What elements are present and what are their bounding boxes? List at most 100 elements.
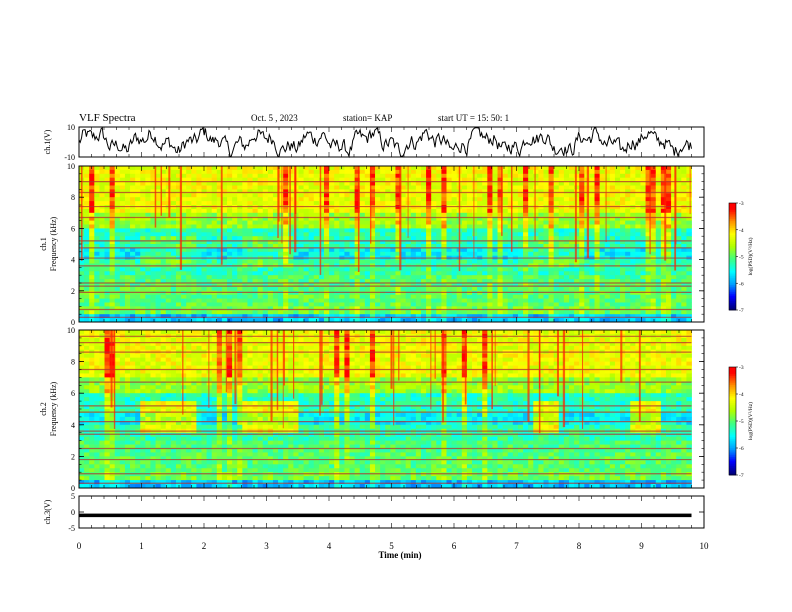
ch1-spectrogram-cell xyxy=(645,318,652,323)
ch1-spectrogram-cell xyxy=(686,216,692,221)
ch1-spectrogram-cell xyxy=(543,318,549,323)
ch1-spectrogram-cell xyxy=(466,224,473,229)
ch1-spectrogram-cell xyxy=(512,294,519,299)
ch1-spectrogram-cell xyxy=(318,173,325,179)
ch1-spectrogram-cell xyxy=(339,271,345,276)
ch1-spectrogram-cell xyxy=(635,177,641,182)
ch1-spectrogram-cell xyxy=(313,197,320,202)
ch1-spectrogram-cell xyxy=(237,259,243,264)
ch1-spectrogram-cell xyxy=(635,283,641,288)
ch1-spectrogram-cell xyxy=(594,197,601,202)
ch1-spectrogram-cell xyxy=(135,294,141,299)
ch1-spectrogram-cell xyxy=(609,247,616,253)
ch1-spectrogram-cell xyxy=(523,228,529,233)
ch1-spectrogram-cell xyxy=(303,275,310,280)
ch1-spectrogram-cell xyxy=(109,302,116,307)
ch1-spectrogram-cell xyxy=(334,279,340,284)
ch1-spectrogram-cell xyxy=(640,177,646,182)
ch1-spectrogram-cell xyxy=(170,251,177,257)
ch1-spectrogram-cell xyxy=(298,314,304,319)
ch1-spectrogram-cell xyxy=(232,247,238,253)
ch1-spectrogram-cell xyxy=(395,166,401,171)
ch1-spectrogram-cell xyxy=(196,169,202,175)
ch1-spectrogram-cell xyxy=(517,286,524,292)
ch1-spectrogram-cell xyxy=(487,306,493,311)
ch1-spectrogram-cell xyxy=(206,169,213,175)
ch1-spectrogram-cell xyxy=(579,267,585,272)
ch1-spectrogram-cell xyxy=(318,236,325,241)
ch1-spectrogram-cell xyxy=(181,306,187,311)
ch1-spectrogram-cell xyxy=(119,193,126,198)
ch1-spectrogram-cell xyxy=(89,283,95,288)
ch1-spectrogram-cell xyxy=(155,271,162,276)
ch1-spectrogram-cell xyxy=(369,228,376,233)
ch1-spectrogram-cell xyxy=(477,294,483,299)
ch1-spectrogram-cell xyxy=(477,244,483,249)
ch1-spectrogram-cell xyxy=(237,212,243,218)
ch1-spectrogram-cell xyxy=(456,275,463,280)
ch1-spectrogram-cell xyxy=(415,298,422,303)
ch1-spectrogram-cell xyxy=(630,306,636,311)
ch1-spectrogram-cell xyxy=(472,306,478,311)
ch1-spectrogram-cell xyxy=(655,259,662,264)
ch1-spectrogram-cell xyxy=(523,181,529,186)
ch1-spectrogram-cell xyxy=(308,283,315,288)
ch1-spectrogram-cell xyxy=(635,275,641,280)
ch1-spectrogram-cell xyxy=(390,228,396,233)
ch1-spectrogram-cell xyxy=(318,247,325,253)
ch1-spectrogram-cell xyxy=(625,228,631,233)
ch1-spectrogram-cell xyxy=(99,294,105,299)
ch1-spectrogram-cell xyxy=(283,208,289,214)
ch1-spectrogram-cell xyxy=(140,247,146,253)
ch1-spectrogram-cell xyxy=(364,310,371,315)
ch1-spectrogram-cell xyxy=(124,232,131,237)
ch1-spectrogram-cell xyxy=(630,267,636,272)
ch1-spectrogram-cell xyxy=(620,271,626,276)
ch1-spectrogram-cell xyxy=(293,310,299,315)
ch1-spectrogram-cell xyxy=(262,166,269,171)
ch1-spectrogram-cell xyxy=(84,201,90,206)
ch1-spectrogram-cell xyxy=(104,232,111,237)
ch1-spectrogram-cell xyxy=(329,181,335,186)
ch1-spectrogram-cell xyxy=(492,181,498,186)
ch1-spectrogram-cell xyxy=(400,232,407,237)
ch1-spectrogram-cell xyxy=(609,228,616,233)
ch1-spectrogram-cell xyxy=(145,212,151,218)
ch1-spectrogram-cell xyxy=(359,181,366,186)
ch1-spectrogram-cell xyxy=(446,193,452,198)
ch1-spectrogram-cell xyxy=(517,177,524,182)
ch1-spectrogram-cell xyxy=(645,306,652,311)
ch1-spectrogram-cell xyxy=(681,193,687,198)
ch1-spectrogram-cell xyxy=(523,216,529,221)
ch1-spectrogram-cell xyxy=(298,224,304,229)
ch1-spectrogram-cell xyxy=(528,193,534,198)
ch1-spectrogram-cell xyxy=(400,298,407,303)
ch1-spectrogram-cell xyxy=(558,228,565,233)
ch1-spectrogram-cell xyxy=(94,197,100,202)
ch1-spectrogram-cell xyxy=(436,166,442,171)
ch1-spectrogram-cell xyxy=(538,177,544,182)
ch1-spectrogram-cell xyxy=(523,220,529,225)
ch1-spectrogram-cell xyxy=(114,275,121,280)
ch1-spectrogram-cell xyxy=(267,279,274,284)
ch1-spectrogram-cell xyxy=(140,314,146,319)
ch1-spectrogram-cell xyxy=(375,298,381,303)
ch1-spectrogram-cell xyxy=(124,181,131,186)
ch1-spectrogram-cell xyxy=(671,177,677,182)
ch1-spectrogram-cell xyxy=(227,247,233,253)
ch1-spectrogram-cell xyxy=(119,279,126,284)
ch1-spectrogram-cell xyxy=(140,228,146,233)
ch1-spectrogram-cell xyxy=(339,318,345,323)
ch1-spectrogram-cell xyxy=(196,251,202,257)
ch1-spectrogram-cell xyxy=(528,314,534,319)
ch1-spectrogram-cell xyxy=(553,247,560,253)
ch1-spectrogram-cell xyxy=(461,197,468,202)
ch1-spectrogram-cell xyxy=(676,232,682,237)
ch1-spectrogram-cell xyxy=(528,181,534,186)
ch1-spectrogram-cell xyxy=(339,240,345,245)
ch1-spectrogram-cell xyxy=(196,275,202,280)
ch1-spectrogram-cell xyxy=(390,240,396,245)
ch1-spectrogram-cell xyxy=(604,298,611,303)
ch1-spectrogram-cell xyxy=(232,197,238,202)
ch1-spectrogram-cell xyxy=(563,169,570,175)
